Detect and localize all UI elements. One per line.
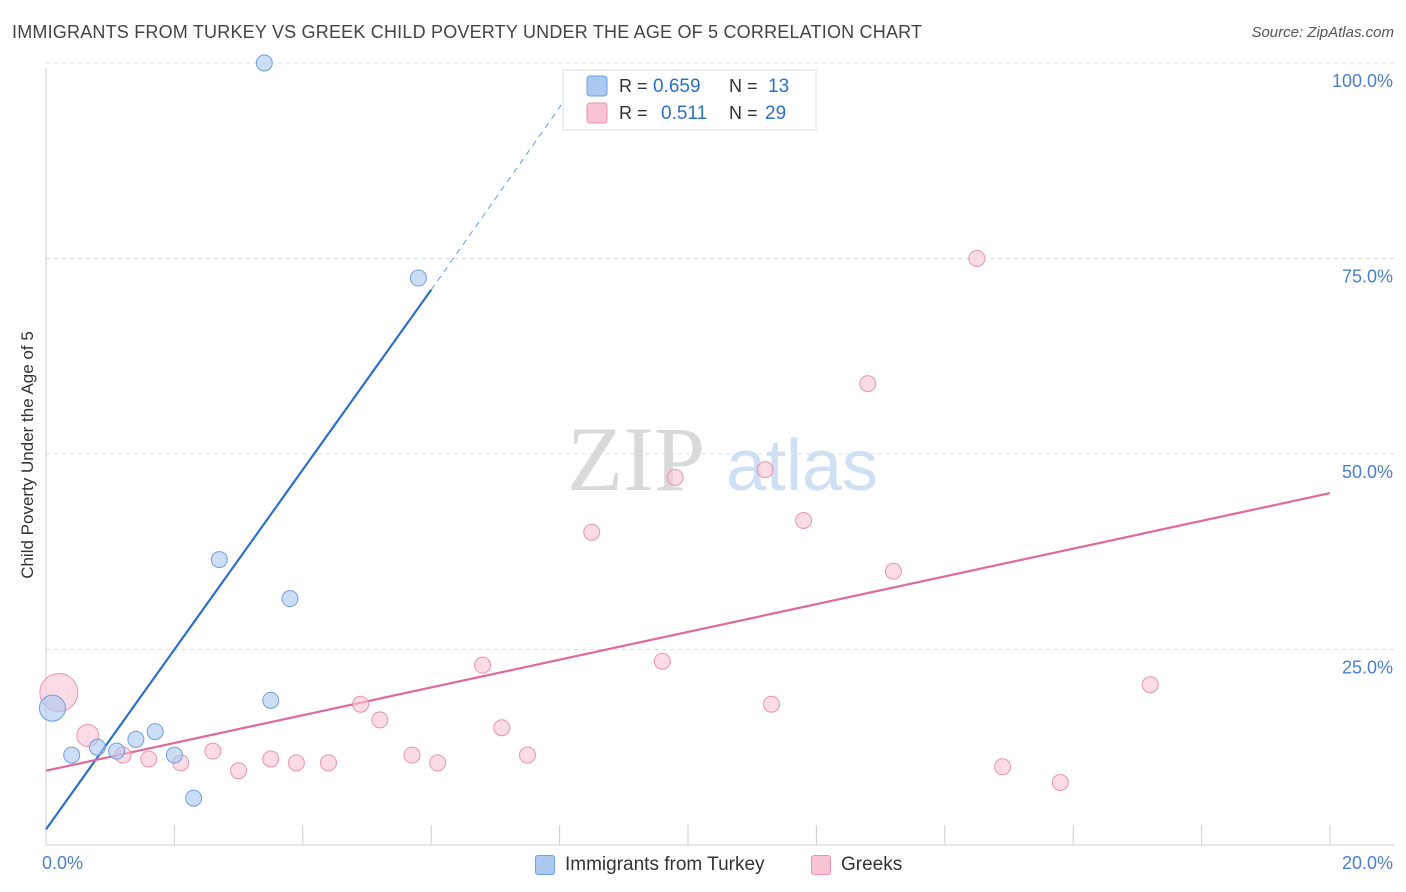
chart-title: IMMIGRANTS FROM TURKEY VS GREEK CHILD PO…: [12, 22, 923, 42]
point-greeks: [795, 511, 813, 529]
legend-n-label: N =: [729, 76, 758, 96]
y-axis-label: Child Poverty Under the Age of 5: [18, 331, 37, 579]
point-greeks: [204, 742, 222, 760]
point-turkey: [262, 691, 280, 709]
legend-r-label: R =: [619, 76, 648, 96]
point-turkey: [146, 723, 164, 741]
point-greeks: [262, 750, 280, 768]
legend-item-greeks: Greeks: [811, 852, 902, 878]
x-tick-label: 20.0%: [1342, 853, 1393, 873]
point-greeks: [1051, 773, 1069, 791]
legend-swatch-turkey: [535, 855, 555, 875]
point-turkey: [127, 730, 145, 748]
point-greeks: [493, 719, 511, 737]
axes: [45, 68, 1394, 846]
watermark-zip: ZIP: [567, 408, 705, 510]
x-tick-label: 0.0%: [42, 853, 83, 873]
point-greeks: [287, 754, 305, 772]
point-greeks: [884, 562, 902, 580]
point-turkey: [165, 746, 183, 764]
point-turkey: [255, 54, 273, 72]
legend-bottom: Immigrants from Turkey Greeks: [0, 850, 1406, 880]
legend-n-value: 13: [768, 76, 789, 97]
legend-swatch-greeks: [811, 855, 831, 875]
point-greeks: [653, 652, 671, 670]
trendline-greeks: [45, 492, 1331, 772]
trendline-turkey-extrapolated: [430, 70, 586, 291]
source-label: Source: ZipAtlas.com: [1251, 24, 1394, 41]
legend-top: R = 0.659 N = 13 R = 0.511 N = 29: [562, 69, 817, 131]
legend-label-greeks: Greeks: [841, 854, 903, 875]
point-greeks: [474, 656, 492, 674]
tick-labels: 25.0% 50.0% 75.0% 100.0% 0.0% 20.0%: [42, 71, 1393, 873]
legend-swatch-turkey: [586, 75, 608, 97]
legend-item-turkey: Immigrants from Turkey: [535, 852, 765, 878]
trendline-turkey: [45, 289, 433, 830]
legend-r-label: R =: [619, 103, 648, 123]
point-turkey: [185, 789, 203, 807]
watermark: ZIP atlas: [567, 408, 878, 510]
point-turkey: [63, 746, 81, 764]
point-turkey: [38, 694, 66, 722]
point-greeks: [352, 695, 370, 713]
legend-r-value: 0.511: [661, 103, 707, 124]
point-turkey: [409, 269, 427, 287]
y-tick-label: 50.0%: [1342, 462, 1393, 482]
legend-label-turkey: Immigrants from Turkey: [565, 854, 765, 875]
point-greeks: [583, 523, 601, 541]
gridlines: [46, 62, 1394, 650]
point-greeks: [756, 461, 774, 479]
point-greeks: [140, 750, 158, 768]
point-greeks: [429, 754, 447, 772]
trendlines: [45, 70, 1331, 830]
point-greeks: [762, 695, 780, 713]
point-turkey: [281, 590, 299, 608]
legend-swatch-greek: [586, 102, 608, 124]
point-greeks: [371, 711, 389, 729]
point-greeks: [994, 758, 1012, 776]
y-tick-label: 100.0%: [1332, 71, 1393, 91]
point-greeks: [230, 762, 248, 780]
point-greeks: [666, 468, 684, 486]
y-tick-label: 75.0%: [1342, 267, 1393, 287]
data-points: [38, 54, 1159, 807]
point-greeks: [403, 746, 421, 764]
point-turkey: [108, 742, 126, 760]
point-greeks: [968, 250, 986, 267]
point-turkey: [88, 738, 106, 756]
y-tick-label: 25.0%: [1342, 658, 1393, 678]
legend-n-value: 29: [765, 103, 786, 124]
legend-n-label: N =: [729, 103, 758, 123]
point-greeks: [859, 375, 877, 393]
point-greeks: [519, 746, 536, 764]
point-greeks: [319, 754, 337, 772]
legend-r-value: 0.659: [653, 76, 701, 97]
point-turkey: [210, 551, 228, 569]
watermark-atlas: atlas: [726, 426, 878, 506]
point-greeks: [1141, 676, 1159, 694]
